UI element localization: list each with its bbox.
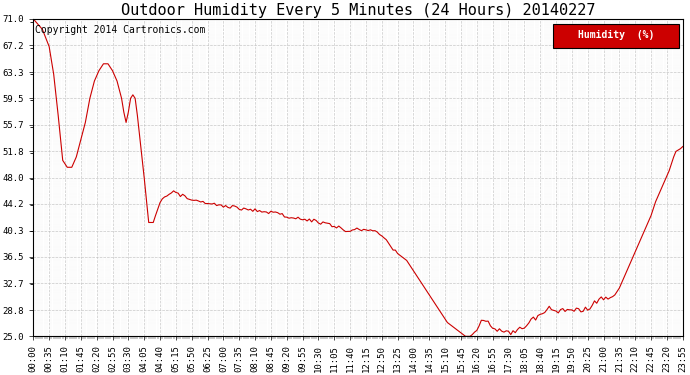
Title: Outdoor Humidity Every 5 Minutes (24 Hours) 20140227: Outdoor Humidity Every 5 Minutes (24 Hou… bbox=[121, 3, 595, 18]
Text: Copyright 2014 Cartronics.com: Copyright 2014 Cartronics.com bbox=[34, 25, 205, 35]
Text: Humidity  (%): Humidity (%) bbox=[578, 30, 654, 40]
FancyBboxPatch shape bbox=[553, 24, 680, 48]
